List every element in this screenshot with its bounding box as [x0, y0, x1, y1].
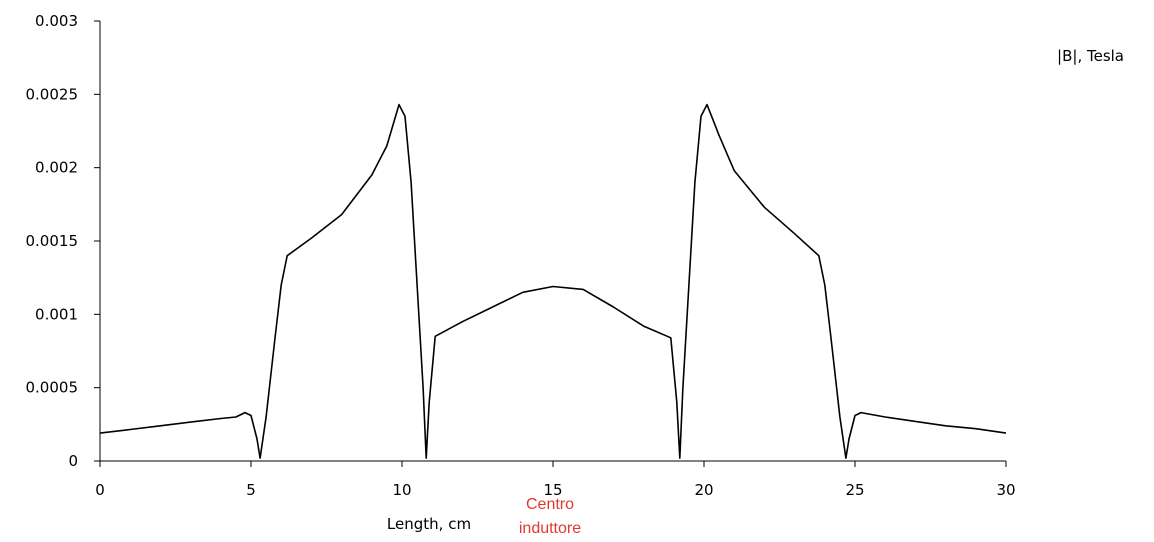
y-tick-label: 0.001	[35, 305, 78, 323]
x-tick-label: 10	[392, 481, 411, 499]
x-tick-label: 30	[996, 481, 1015, 499]
x-ticks: 0 5 10 15 20 25 30	[95, 461, 1016, 499]
y-ticks: 0 0.0005 0.001 0.0015 0.002 0.0025 0.003	[26, 12, 100, 470]
x-tick-label: 15	[543, 481, 562, 499]
y-tick-label: 0.0015	[26, 232, 79, 250]
annotation-line-1: Centro	[526, 496, 574, 513]
legend-label: |B|, Tesla	[1057, 47, 1124, 65]
x-tick-label: 25	[845, 481, 864, 499]
y-tick-label: 0.0025	[26, 85, 79, 103]
x-tick-label: 20	[694, 481, 713, 499]
y-tick-label: 0	[68, 452, 78, 470]
x-tick-label: 5	[246, 481, 256, 499]
annotation-line-2: induttore	[519, 520, 581, 537]
series-line	[99, 103, 1007, 459]
y-tick-label: 0.003	[35, 12, 78, 30]
y-tick-label: 0.0005	[26, 379, 79, 397]
axes	[99, 21, 1006, 462]
x-axis-label: Length, cm	[387, 515, 471, 533]
x-tick-label: 0	[95, 481, 105, 499]
y-tick-label: 0.002	[35, 159, 78, 177]
